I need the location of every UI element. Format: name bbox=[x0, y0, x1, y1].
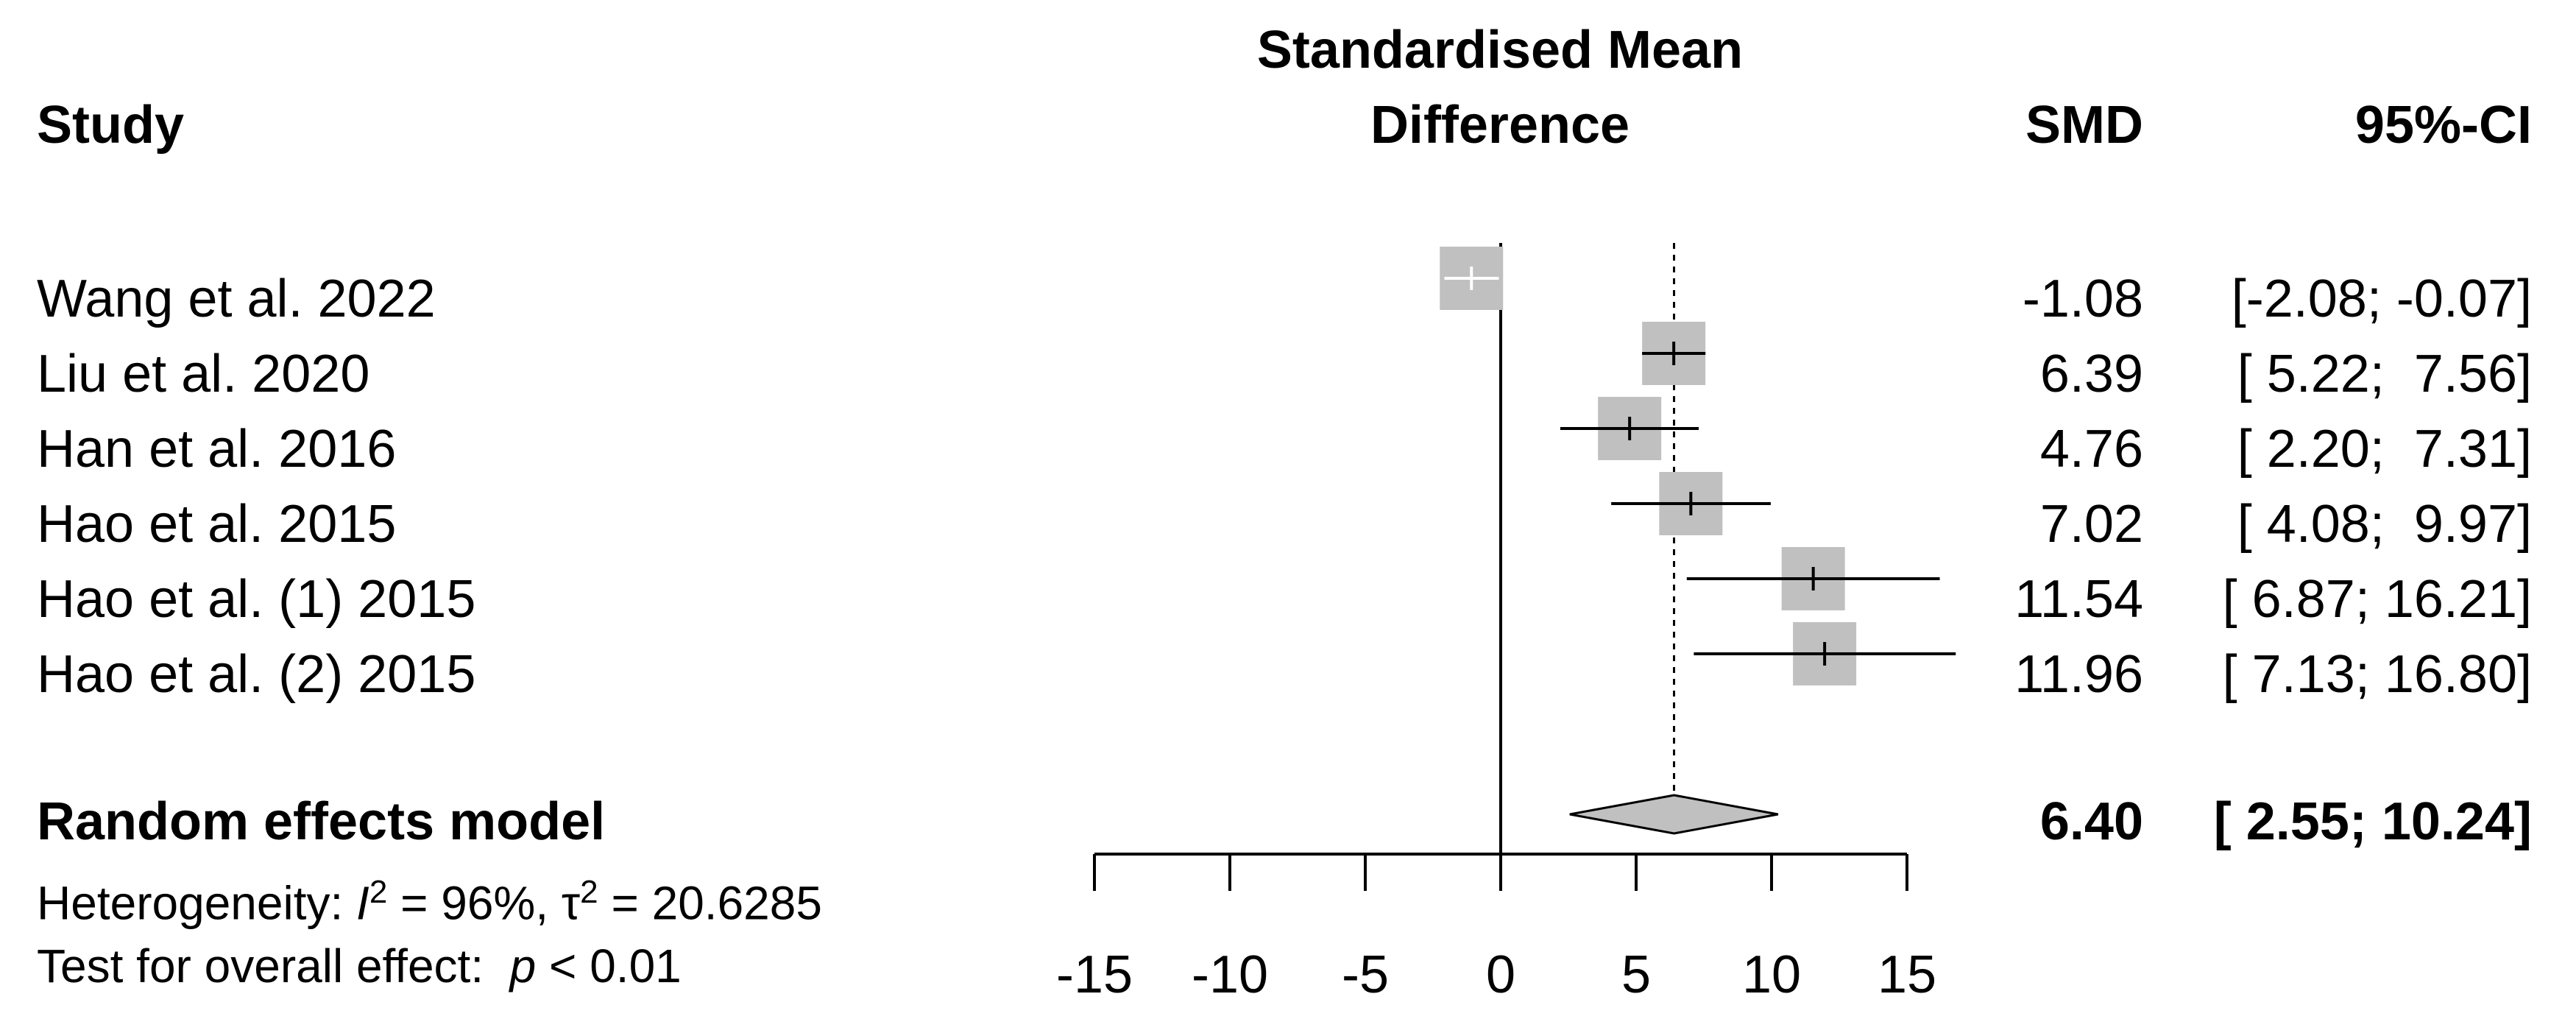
overall-effect-prefix: Test for overall effect: bbox=[37, 939, 510, 992]
pooled-ci: [ 2.55; 10.24] bbox=[2213, 792, 2532, 851]
smd-column-header: SMD bbox=[2025, 96, 2143, 155]
tau-value: = 20.6285 bbox=[598, 876, 822, 930]
chart-title-line2: Difference bbox=[1370, 96, 1630, 155]
study-smd: 6.39 bbox=[2039, 345, 2143, 403]
study-name: Wang et al. 2022 bbox=[37, 269, 436, 328]
i2-symbol: I bbox=[356, 876, 369, 930]
study-column-header: Study bbox=[37, 96, 185, 155]
study-ci: [-2.08; -0.07] bbox=[2231, 269, 2532, 328]
ci-column-header: 95%-CI bbox=[2354, 96, 2532, 155]
x-tick-label: 15 bbox=[1877, 945, 1937, 1004]
tau-symbol: τ bbox=[561, 876, 581, 930]
study-ci: [ 7.13; 16.80] bbox=[2222, 645, 2532, 704]
study-ci: [ 5.22; 7.56] bbox=[2237, 345, 2532, 403]
study-name: Hao et al. (1) 2015 bbox=[37, 570, 476, 629]
heterogeneity-prefix: Heterogeneity: bbox=[37, 876, 357, 930]
study-ci: [ 6.87; 16.21] bbox=[2222, 570, 2532, 629]
study-smd: 7.02 bbox=[2039, 495, 2143, 554]
study-smd: 4.76 bbox=[2039, 420, 2143, 479]
study-smd: 11.96 bbox=[2014, 645, 2143, 704]
study-name: Liu et al. 2020 bbox=[37, 345, 370, 403]
i2-superscript: 2 bbox=[369, 874, 388, 910]
study-ci: [ 2.20; 7.31] bbox=[2237, 420, 2532, 479]
pooled-label: Random effects model bbox=[37, 792, 606, 851]
tau-superscript: 2 bbox=[580, 874, 598, 910]
pooled-smd: 6.40 bbox=[2039, 792, 2143, 851]
study-name: Hao et al. 2015 bbox=[37, 495, 397, 554]
x-tick-label: -15 bbox=[1055, 945, 1133, 1004]
study-name: Hao et al. (2) 2015 bbox=[37, 645, 476, 704]
chart-title-line1: Standardised Mean bbox=[1256, 21, 1744, 80]
study-name: Han et al. 2016 bbox=[37, 420, 397, 479]
x-tick-label: -10 bbox=[1191, 945, 1269, 1004]
study-smd: -1.08 bbox=[2022, 269, 2143, 328]
study-ci: [ 4.08; 9.97] bbox=[2237, 495, 2532, 554]
i2-value: = 96%, bbox=[387, 876, 562, 930]
overall-effect-text: Test for overall effect: p < 0.01 bbox=[37, 942, 682, 990]
x-tick-label: -5 bbox=[1341, 945, 1390, 1004]
pooled-diamond bbox=[1569, 794, 1779, 835]
x-tick-label: 5 bbox=[1621, 945, 1652, 1004]
p-value: < 0.01 bbox=[536, 939, 682, 992]
p-symbol: p bbox=[509, 939, 537, 992]
study-smd: 11.54 bbox=[2014, 570, 2143, 629]
x-tick-label: 0 bbox=[1485, 945, 1516, 1004]
heterogeneity-text: Heterogeneity: I2 = 96%, τ2 = 20.6285 bbox=[37, 874, 822, 930]
x-tick-label: 10 bbox=[1741, 945, 1802, 1004]
